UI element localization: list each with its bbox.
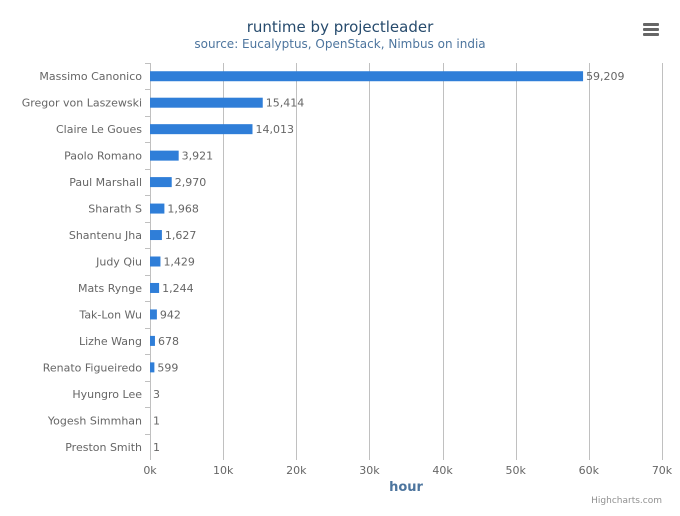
value-labels: 59,209 15,414 14,013 3,921 2,970 1,968 1,627 1,… [153,70,625,454]
bar[interactable] [150,177,172,188]
bar[interactable] [150,97,263,108]
data-label: 1,968 [167,203,199,216]
bar[interactable] [150,203,165,214]
chart-title: runtime by projectleader [247,18,434,36]
chart-subtitle: source: Eucalyptus, OpenStack, Nimbus on… [194,37,485,51]
x-tick-label: 60k [579,464,600,477]
bar[interactable] [150,150,179,161]
category-label: Yogesh Simmhan [47,414,142,427]
category-labels: Massimo Canonico Gregor von Laszewski Clai… [22,70,143,454]
x-tick-label: 40k [432,464,453,477]
data-label: 3,921 [182,150,214,163]
category-label: Sharath S [88,203,142,216]
category-label: Renato Figueiredo [43,361,143,374]
data-label: 14,013 [255,123,294,136]
data-label: 942 [160,308,181,321]
data-label: 678 [158,335,179,348]
x-tick-label: 0k [143,464,157,477]
data-label: 1,429 [163,256,195,269]
category-label: Shantenu Jha [69,229,142,242]
hamburger-menu-icon[interactable] [636,18,664,42]
data-label: 1,244 [162,282,194,295]
x-tick-label: 10k [213,464,234,477]
category-label: Lizhe Wang [79,335,142,348]
bar[interactable] [150,230,162,241]
gridlines [145,63,663,460]
x-tick-label: 20k [286,464,307,477]
bar[interactable] [150,71,584,82]
data-label: 1,627 [165,229,197,242]
data-label: 1 [153,414,160,427]
category-label: Judy Qiu [95,256,142,269]
credits-link[interactable]: Highcharts.com [591,496,662,506]
data-label: 15,414 [266,97,305,110]
bar[interactable] [150,335,155,346]
x-tick-label: 50k [506,464,527,477]
x-tick-label: 30k [359,464,380,477]
data-label: 1 [153,441,160,454]
category-label: Paolo Romano [64,150,142,163]
x-axis-label: hour [389,480,423,495]
bar[interactable] [150,282,160,293]
category-label: Massimo Canonico [39,70,142,83]
bar[interactable] [150,362,155,373]
x-tick-label: 70k [652,464,673,477]
category-label: Gregor von Laszewski [22,97,142,110]
category-label: Paul Marshall [69,176,142,189]
category-label: Tak-Lon Wu [78,308,142,321]
data-label: 2,970 [175,176,207,189]
category-label: Hyungro Lee [72,388,142,401]
x-axis-ticks: 0k 10k 20k 30k 40k 50k 60k 70k [143,464,672,477]
category-label: Mats Rynge [78,282,142,295]
data-label: 59,209 [586,70,625,83]
category-label: Claire Le Goues [56,123,142,136]
bar[interactable] [150,309,157,320]
bars [150,71,584,452]
bar[interactable] [150,256,161,267]
data-label: 3 [153,388,160,401]
category-label: Preston Smith [65,441,142,454]
bar[interactable] [150,124,253,135]
data-label: 599 [157,361,178,374]
